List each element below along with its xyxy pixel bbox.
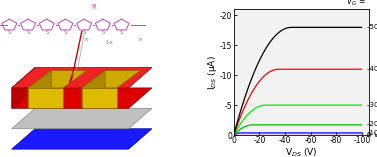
Text: 0 V: 0 V xyxy=(367,132,377,138)
Text: -40 V: -40 V xyxy=(367,66,377,72)
Text: -30 V: -30 V xyxy=(367,102,377,108)
Text: $V_G$ =: $V_G$ = xyxy=(346,0,365,8)
Text: n: n xyxy=(138,37,142,42)
Polygon shape xyxy=(82,88,117,108)
Polygon shape xyxy=(12,88,152,108)
Polygon shape xyxy=(82,71,105,108)
Polygon shape xyxy=(28,71,86,88)
Polygon shape xyxy=(12,68,35,108)
Text: S: S xyxy=(120,30,123,35)
Text: S: S xyxy=(26,30,30,35)
Text: x: x xyxy=(85,37,88,42)
Text: S: S xyxy=(83,30,86,35)
X-axis label: V$_{DS}$ (V): V$_{DS}$ (V) xyxy=(285,147,318,157)
Text: S: S xyxy=(45,30,48,35)
Polygon shape xyxy=(12,68,152,88)
Text: -10 V: -10 V xyxy=(367,130,377,136)
Text: -20 V: -20 V xyxy=(367,121,377,127)
Text: R: R xyxy=(91,4,96,10)
Polygon shape xyxy=(28,88,63,108)
Polygon shape xyxy=(28,71,51,108)
Text: S: S xyxy=(64,30,67,35)
Text: S: S xyxy=(8,30,11,35)
Y-axis label: I$_{DS}$ (μA): I$_{DS}$ (μA) xyxy=(205,55,219,90)
Text: 1-x: 1-x xyxy=(106,40,114,45)
Polygon shape xyxy=(82,71,140,88)
Polygon shape xyxy=(12,108,152,129)
Text: -50 V: -50 V xyxy=(367,24,377,30)
Polygon shape xyxy=(12,129,152,149)
Text: S: S xyxy=(101,30,104,35)
